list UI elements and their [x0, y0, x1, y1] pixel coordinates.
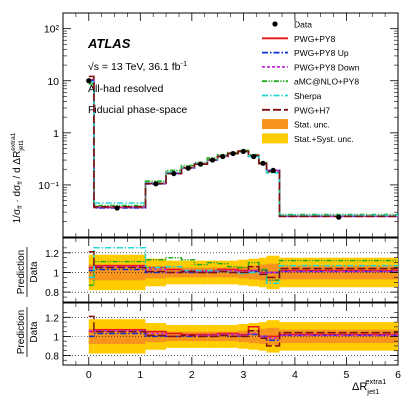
channel-label: All-had resolved	[88, 83, 163, 95]
x-tick-label: 4	[292, 369, 298, 381]
ratio2-stat-band	[93, 328, 146, 345]
legend-label: Stat.+Syst. unc.	[294, 134, 354, 144]
atlas-label: ATLAS	[87, 36, 131, 51]
ratio1-stat-band	[88, 264, 94, 281]
x-tick-label: 3	[240, 369, 246, 381]
ratio2-stat-band	[248, 329, 259, 344]
data-point	[251, 153, 257, 160]
legend-label: aMC@NLO+PY8	[294, 77, 359, 87]
legend-label: Data	[294, 20, 312, 30]
ratio1-y-tick-label: 1	[53, 268, 59, 279]
data-point	[209, 157, 216, 163]
ratio1-y-axis-label: Prediction Data	[16, 247, 40, 297]
data-point	[198, 161, 204, 167]
ratio2-y-label-top: Prediction	[16, 310, 27, 354]
data-point	[86, 78, 92, 84]
data-point	[270, 167, 276, 174]
main-y-tick-label: 10	[47, 76, 59, 88]
legend: Data PWG+PY8 PWG+PY8 Up PWG+PY8 Down aMC@NLO…	[262, 20, 360, 144]
ratio2-series-line-1	[88, 332, 398, 341]
x-tick-label: 1	[137, 369, 143, 381]
main-y-axis-label: 1/σff · dσff / d ΔRextra1jet1	[10, 132, 25, 223]
data-point	[171, 170, 177, 177]
ratio1-y-label-bottom: Data	[29, 261, 40, 283]
legend-box	[262, 119, 288, 130]
ratio1-y-label-top: Prediction	[16, 250, 27, 294]
data-point	[260, 160, 266, 166]
ratio2-y-tick-label: 0.8	[45, 351, 59, 362]
ratio1-predictions	[88, 247, 398, 287]
legend-label: Stat. unc.	[294, 120, 330, 130]
axes-ticks: 10² 10 1 10⁻¹ 1.2 1 0.8 1.2 1 0.8 0 1 2 3 4 5 6	[38, 12, 401, 381]
legend-marker-data	[272, 21, 278, 27]
data-point	[336, 214, 342, 220]
data-point	[220, 153, 226, 160]
main-panel-data-points	[86, 78, 342, 220]
legend-label: PWG+PY8 Up	[294, 48, 349, 58]
x-tick-label: 2	[189, 369, 195, 381]
data-point	[114, 205, 120, 211]
main-y-tick-label: 1	[53, 128, 59, 140]
ratio2-y-tick-label: 1	[53, 332, 59, 343]
ratio1-y-tick-label: 0.8	[45, 288, 59, 299]
ratio2-predictions	[88, 315, 398, 347]
data-point	[185, 165, 191, 171]
ratio1-series-line-5	[88, 251, 398, 279]
legend-label: PWG+PY8	[294, 34, 336, 44]
ratio1-stat-band	[181, 267, 195, 278]
ratio2-y-tick-label: 1.2	[45, 313, 59, 324]
legend-label: PWG+PY8 Down	[294, 62, 360, 72]
x-tick-label: 0	[86, 369, 92, 381]
ratio1-y-tick-label: 1.2	[45, 249, 59, 260]
ratio2-series-line-2	[88, 329, 398, 340]
data-point	[230, 150, 236, 157]
x-tick-label: 6	[395, 369, 401, 381]
main-y-tick-label: 10²	[44, 24, 60, 36]
legend-label: Sherpa	[294, 91, 322, 101]
ratio1-series-line-3	[88, 256, 398, 287]
main-y-tick-label: 10⁻¹	[38, 180, 59, 192]
legend-label: PWG+H7	[294, 105, 330, 115]
data-point	[153, 181, 159, 187]
x-tick-label: 5	[344, 369, 350, 381]
ratio2-y-axis-label: Prediction Data	[16, 307, 40, 357]
ratio2-series-line-3	[88, 315, 398, 347]
energy-lumi-label: √s = 13 TeV, 36.1 fb-1	[88, 59, 187, 73]
ratio1-series-line-2	[88, 265, 398, 275]
x-axis-label: ΔRjet1extra1	[352, 377, 386, 396]
ratio1-stat-band	[93, 264, 146, 281]
ratio2-y-label-bottom: Data	[29, 321, 40, 343]
data-point	[240, 148, 246, 155]
legend-box	[262, 133, 288, 144]
region-label: Fiducial phase-space	[88, 104, 187, 116]
